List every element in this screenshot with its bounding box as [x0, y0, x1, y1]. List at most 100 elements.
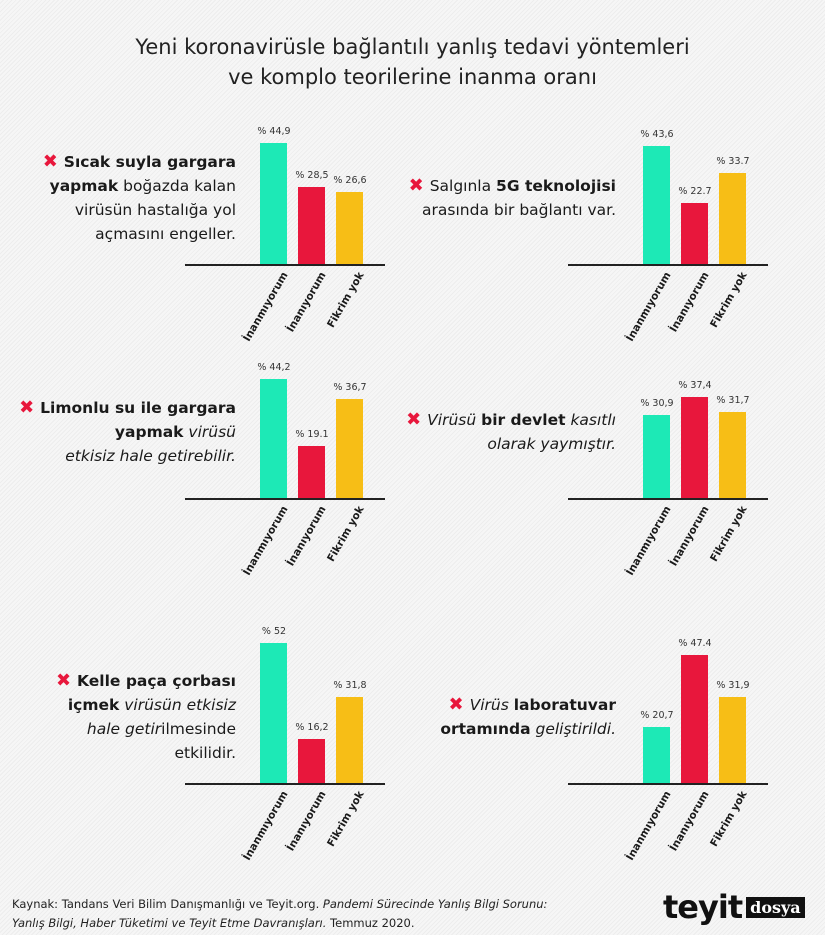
question-segment: laboratuvar	[513, 696, 616, 714]
category-label: Fikrim yok	[707, 270, 750, 330]
category-label: Fikrim yok	[324, 504, 367, 564]
x-icon: ✖	[19, 397, 35, 418]
bar-inanıyorum	[681, 655, 708, 783]
data-label: % 44,9	[257, 125, 291, 137]
question-line: etkisiz hale getirebilir.	[19, 444, 236, 468]
x-axis	[185, 783, 385, 785]
bar-inanmıyorum	[643, 146, 670, 264]
question-segment: içmek	[67, 696, 120, 714]
category-label: İnanmıyorum	[240, 504, 291, 578]
question-line: ✖ Limonlu su ile gargara	[19, 396, 236, 420]
question-text: ✖ Kelle paça çorbası içmek virüsün etkisiz…	[56, 669, 236, 765]
question-segment: Limonlu su ile gargara	[40, 399, 236, 417]
x-icon: ✖	[406, 409, 422, 430]
source-note: Kaynak: Tandans Veri Bilim Danışmanlığı …	[12, 895, 547, 933]
question-segment: olarak yaymıştır.	[487, 435, 616, 453]
source-date: Temmuz 2020.	[326, 916, 415, 930]
data-label: % 31,8	[333, 680, 367, 692]
question-text: ✖ Salgınla 5G teknolojisi arasında bir bağ…	[409, 174, 616, 222]
question-line: içmek virüsün etkisiz	[56, 693, 236, 717]
question-line: hale getirilmesinde	[56, 717, 236, 741]
question-line: ✖ Kelle paça çorbası	[56, 669, 236, 693]
bar-inanmıyorum	[260, 642, 287, 783]
category-label: İnanmıyorum	[240, 270, 291, 344]
data-label: % 52	[261, 625, 287, 637]
question-text: ✖ Limonlu su ile gargara yapmak virüsü etki…	[19, 396, 236, 468]
question-segment: virüsün etkisiz	[119, 696, 236, 714]
question-segment: Sıcak suyla gargara	[63, 153, 236, 171]
bar-inanıyorum	[681, 397, 708, 498]
chart-title: Yeni koronavirüsle bağlantılı yanlış ted…	[0, 32, 825, 92]
bar-inanıyorum	[681, 202, 708, 264]
category-label: İnanıyorum	[284, 504, 329, 569]
data-label: % 26,6	[333, 175, 367, 187]
question-line: açmasını engeller.	[43, 222, 236, 246]
bar-inanıyorum	[298, 446, 325, 498]
question-segment: ortamında	[440, 720, 531, 738]
data-label: % 33.7	[716, 156, 750, 167]
question-segment: bir devlet	[481, 411, 566, 429]
category-label: İnanıyorum	[667, 789, 712, 854]
bar-inanmıyorum	[260, 142, 287, 264]
bar-fikrim-yok	[719, 412, 746, 498]
category-label: Fikrim yok	[707, 789, 750, 849]
category-label: Fikrim yok	[324, 270, 367, 330]
question-line: yapmak boğazda kalan	[43, 174, 236, 198]
question-line: olarak yaymıştır.	[406, 432, 616, 456]
question-segment: 5G teknolojisi	[496, 177, 616, 195]
x-axis	[568, 498, 768, 500]
title-line: ve komplo teorilerine inanma oranı	[228, 65, 597, 89]
data-label: % 31,7	[716, 395, 750, 407]
bar-fikrim-yok	[719, 173, 746, 264]
category-label: Fikrim yok	[707, 504, 750, 564]
category-label: İnanmıyorum	[240, 789, 291, 863]
x-axis	[185, 498, 385, 500]
logo-sub: dosya	[746, 896, 805, 918]
data-label: % 36,7	[333, 381, 367, 393]
bar-inanıyorum	[298, 739, 325, 783]
source-title: Pandemi Sürecinde Yanlış Bilgi Sorunu:	[322, 897, 548, 911]
x-axis	[568, 264, 768, 266]
bar-fikrim-yok	[336, 398, 363, 498]
question-line: etkilidir.	[56, 741, 236, 765]
question-text: ✖ Virüs laboratuvar ortamında geliştirildi…	[440, 693, 616, 741]
question-segment: ilmesinde	[161, 720, 236, 738]
data-label: % 28,5	[295, 170, 329, 182]
category-label: Fikrim yok	[324, 789, 367, 849]
question-segment: boğazda kalan	[118, 177, 236, 195]
source-title: Yanlış Bilgi, Haber Tüketimi ve Teyit Et…	[12, 916, 327, 930]
category-label: İnanıyorum	[284, 789, 329, 854]
category-label: İnanmıyorum	[623, 504, 674, 578]
x-axis	[185, 264, 385, 266]
data-label: % 37,4	[678, 380, 712, 392]
x-icon: ✖	[42, 151, 58, 172]
source-text: Kaynak: Tandans Veri Bilim Danışmanlığı …	[12, 897, 323, 911]
x-icon: ✖	[408, 175, 424, 196]
question-segment: arasında bir bağlantı var.	[422, 201, 616, 219]
category-label: İnanmıyorum	[623, 270, 674, 344]
category-label: İnanıyorum	[667, 270, 712, 335]
question-segment: hale getir	[86, 720, 162, 738]
bar-inanıyorum	[298, 187, 325, 264]
data-label: % 44,2	[257, 361, 291, 373]
question-segment: Kelle paça çorbası	[77, 672, 236, 690]
question-segment: Virüs	[469, 696, 514, 714]
bar-fikrim-yok	[719, 696, 746, 783]
title-line: Yeni koronavirüsle bağlantılı yanlış ted…	[135, 35, 690, 59]
bar-fikrim-yok	[336, 192, 363, 264]
question-line: ✖ Salgınla 5G teknolojisi	[409, 174, 616, 198]
question-segment: geliştirildi.	[530, 720, 616, 738]
category-label: İnanıyorum	[667, 504, 712, 569]
data-label: % 22.7	[678, 185, 712, 197]
question-text: ✖ Sıcak suyla gargara yapmak boğazda kalan…	[43, 150, 236, 246]
question-segment: yapmak	[114, 423, 184, 441]
data-label: % 31,9	[716, 679, 750, 691]
bar-inanmıyorum	[260, 378, 287, 498]
question-line: yapmak virüsü	[19, 420, 236, 444]
question-line: ortamında geliştirildi.	[440, 717, 616, 741]
x-icon: ✖	[448, 694, 464, 715]
question-text: ✖ Virüsü bir devlet kasıtlı olarak yaymışt…	[406, 408, 616, 456]
category-label: İnanıyorum	[284, 270, 329, 335]
question-segment: etkilidir.	[174, 744, 236, 762]
question-segment: yapmak	[49, 177, 119, 195]
